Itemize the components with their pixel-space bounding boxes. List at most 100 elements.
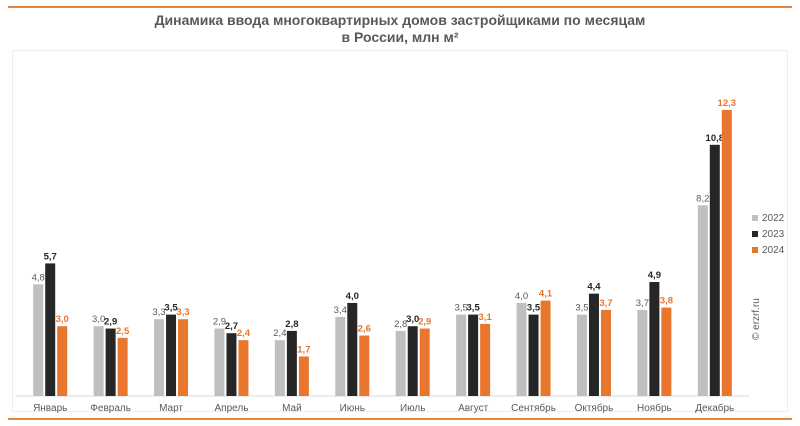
bar-2023-8 xyxy=(468,314,479,396)
bar-2022-4 xyxy=(214,328,225,396)
bar-2022-9 xyxy=(516,302,527,396)
data-label-2023-12: 10,8 xyxy=(706,133,725,144)
legend-swatch-2024 xyxy=(752,247,758,253)
bar-2022-11 xyxy=(637,309,648,396)
bottom-accent-line xyxy=(8,418,792,420)
data-label-2023-1: 5,7 xyxy=(44,251,57,262)
data-label-2023-2: 2,9 xyxy=(104,317,117,328)
bar-2023-7 xyxy=(407,326,418,396)
bar-2023-10 xyxy=(588,293,599,396)
data-label-2022-10: 3,5 xyxy=(575,303,588,314)
x-tick-label-7: Июль xyxy=(400,403,426,414)
legend-label-2024: 2024 xyxy=(762,244,785,256)
data-label-2022-12: 8,2 xyxy=(696,193,709,204)
bar-2023-2 xyxy=(105,328,116,396)
bar-2023-11 xyxy=(649,282,660,396)
x-tick-label-4: Апрель xyxy=(214,403,248,414)
data-label-2024-4: 2,4 xyxy=(237,328,251,339)
top-accent-line xyxy=(8,6,792,8)
x-tick-label-3: Март xyxy=(159,403,183,414)
x-tick-label-11: Ноябрь xyxy=(637,402,672,414)
bar-2023-3 xyxy=(166,314,177,396)
legend-item-2024: 2024 xyxy=(752,242,784,258)
data-label-2024-3: 3,3 xyxy=(176,307,189,318)
legend-label-2023: 2023 xyxy=(762,228,785,240)
data-label-2023-7: 3,0 xyxy=(406,314,419,325)
data-label-2024-8: 3,1 xyxy=(479,312,493,323)
legend-swatch-2023 xyxy=(752,231,758,237)
data-label-2022-1: 4,8 xyxy=(32,272,45,283)
data-label-2024-10: 3,7 xyxy=(599,298,612,309)
data-label-2022-7: 2,8 xyxy=(394,319,407,330)
bar-2023-9 xyxy=(528,314,539,396)
bar-2023-12 xyxy=(709,144,720,396)
bar-2023-6 xyxy=(347,302,358,396)
data-label-2023-3: 3,5 xyxy=(164,303,178,314)
plot-area-frame xyxy=(12,50,788,412)
data-label-2022-11: 3,7 xyxy=(636,298,649,309)
data-label-2022-6: 3,4 xyxy=(334,305,347,316)
data-label-2022-8: 3,5 xyxy=(455,303,468,314)
bar-2022-7 xyxy=(395,330,406,396)
bar-2022-10 xyxy=(576,314,587,396)
data-label-2023-8: 3,5 xyxy=(467,303,481,314)
legend: 2022 2023 2024 xyxy=(752,210,784,258)
data-label-2023-6: 4,0 xyxy=(346,291,359,302)
data-label-2023-9: 3,5 xyxy=(527,303,541,314)
x-tick-label-6: Июнь xyxy=(340,403,365,414)
bar-2024-10 xyxy=(600,309,611,396)
bar-2022-8 xyxy=(456,314,467,396)
data-label-2024-12: 12,3 xyxy=(718,98,737,109)
bar-2022-6 xyxy=(335,316,346,396)
data-label-2024-11: 3,8 xyxy=(660,296,673,307)
chart-title: Динамика ввода многоквартирных домов зас… xyxy=(154,12,646,28)
data-label-2022-5: 2,4 xyxy=(273,328,286,339)
bar-2024-6 xyxy=(359,335,370,396)
bar-2024-11 xyxy=(661,307,672,396)
legend-swatch-2022 xyxy=(752,215,758,221)
bar-2024-9 xyxy=(540,300,551,396)
data-label-2022-4: 2,9 xyxy=(213,317,226,328)
legend-label-2022: 2022 xyxy=(762,212,785,224)
x-tick-label-9: Сентябрь xyxy=(511,402,556,414)
legend-item-2022: 2022 xyxy=(752,210,784,226)
data-label-2023-11: 4,9 xyxy=(648,270,661,281)
data-label-2024-2: 2,5 xyxy=(116,326,130,337)
bar-2023-1 xyxy=(45,263,56,396)
data-label-2023-5: 2,8 xyxy=(285,319,298,330)
bar-2022-12 xyxy=(697,205,708,396)
source-watermark: © erzrf.ru xyxy=(751,298,762,340)
x-tick-label-12: Декабрь xyxy=(695,402,734,414)
bar-2022-5 xyxy=(274,340,285,396)
data-label-2024-6: 2,6 xyxy=(358,324,371,335)
x-tick-label-2: Февраль xyxy=(90,403,131,414)
bar-2024-7 xyxy=(419,328,430,396)
bar-2022-2 xyxy=(93,326,104,396)
data-label-2022-2: 3,0 xyxy=(92,314,105,325)
data-label-2024-9: 4,1 xyxy=(539,289,553,300)
data-label-2023-10: 4,4 xyxy=(587,282,601,293)
legend-item-2023: 2023 xyxy=(752,226,784,242)
bar-2023-4 xyxy=(226,333,237,396)
bar-2024-12 xyxy=(721,109,732,397)
bar-2024-8 xyxy=(480,323,491,396)
x-tick-label-1: Январь xyxy=(33,403,67,414)
data-label-2022-9: 4,0 xyxy=(515,291,528,302)
data-label-2024-7: 2,9 xyxy=(418,317,431,328)
data-label-2023-4: 2,7 xyxy=(225,321,238,332)
bar-2024-4 xyxy=(238,340,249,396)
x-tick-label-10: Октябрь xyxy=(575,402,614,414)
chart-subtitle: в России, млн м² xyxy=(341,29,459,45)
bar-2022-3 xyxy=(154,319,165,396)
bar-2024-3 xyxy=(178,319,189,396)
bar-2024-2 xyxy=(117,337,128,396)
bar-2022-1 xyxy=(33,284,44,396)
bar-2023-5 xyxy=(286,330,297,396)
bar-2024-1 xyxy=(57,326,68,396)
data-label-2022-3: 3,3 xyxy=(152,307,165,318)
x-tick-label-8: Август xyxy=(458,403,489,414)
bar-2024-5 xyxy=(298,356,309,396)
data-label-2024-5: 1,7 xyxy=(297,344,310,355)
x-tick-label-5: Май xyxy=(282,403,302,414)
